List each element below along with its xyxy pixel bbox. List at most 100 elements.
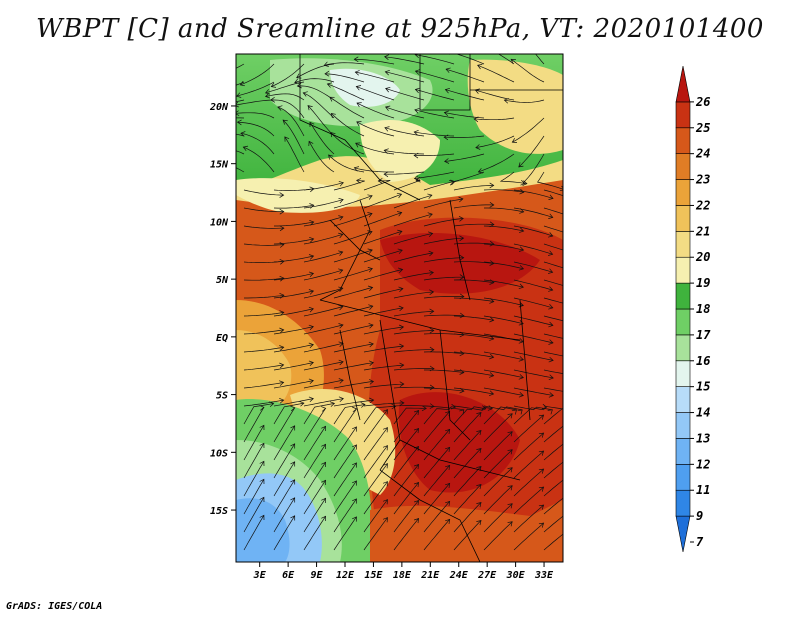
streamline [236, 112, 275, 119]
streamline [236, 150, 245, 155]
streamline [453, 484, 482, 515]
streamline [483, 387, 524, 396]
streamline [333, 195, 373, 209]
streamline-arrow [236, 101, 239, 108]
streamline-arrow [338, 181, 344, 187]
streamline [512, 117, 545, 143]
streamline-arrow [367, 212, 373, 218]
colorbar-swatch [675, 179, 691, 206]
streamline [303, 233, 343, 245]
streamline [483, 225, 524, 232]
streamline-arrow [427, 231, 434, 237]
streamline-arrow [518, 227, 525, 233]
streamline [277, 106, 305, 137]
streamline-arrow [445, 482, 451, 489]
streamline-arrow [338, 396, 344, 402]
colorbar-label: 17 [696, 328, 711, 342]
streamline-arrow [518, 320, 524, 326]
streamline-arrow [367, 230, 373, 236]
streamline [543, 425, 563, 443]
country-border [299, 54, 421, 201]
streamline [303, 92, 335, 119]
streamline [543, 369, 563, 374]
country-border [339, 329, 361, 421]
lat-label: 5S [216, 391, 228, 402]
streamline [385, 106, 425, 119]
streamline [273, 308, 314, 317]
streamline [414, 109, 455, 119]
streamline [355, 71, 395, 83]
streamline-arrow [321, 515, 326, 522]
streamline [356, 86, 395, 101]
streamline-arrow [290, 443, 296, 449]
country-border [379, 469, 481, 562]
colorbar-swatch [675, 153, 691, 180]
streamline [243, 346, 284, 353]
streamline [274, 221, 314, 227]
colorbar-swatch-high [675, 65, 691, 103]
streamline [236, 81, 245, 86]
streamline [393, 428, 419, 461]
streamline [483, 449, 513, 479]
streamline [393, 310, 434, 317]
country-border [399, 439, 521, 481]
streamline-arrow [290, 425, 296, 431]
streamline-arrow [458, 196, 464, 203]
streamline-arrow [338, 232, 344, 239]
streamline [415, 70, 455, 83]
streamline [453, 279, 494, 284]
streamline [363, 269, 403, 281]
streamline-arrow [511, 138, 518, 143]
streamline-arrow [367, 248, 373, 254]
streamline-arrow [522, 180, 528, 186]
streamline [513, 315, 553, 326]
streamline [243, 225, 284, 229]
streamline [236, 99, 275, 106]
streamline-arrow [308, 271, 315, 278]
streamline [363, 307, 404, 317]
streamline [513, 405, 553, 411]
streamline-arrow [396, 192, 403, 199]
lon-label: 6E [282, 570, 295, 581]
grads-credit: GrADS: IGES/COLA [6, 601, 103, 612]
streamline-arrow [321, 479, 326, 486]
streamline-arrow [369, 397, 375, 404]
colorbar-swatch [675, 282, 691, 310]
streamline [303, 426, 326, 461]
lat-label: EQ [216, 333, 228, 344]
streamline-arrow [579, 339, 583, 344]
lon-label: 33E [534, 570, 554, 581]
streamline-arrow [476, 520, 482, 526]
streamline [423, 465, 450, 497]
field-west-yellow [236, 330, 292, 412]
streamline-arrow [259, 405, 265, 411]
country-border [319, 199, 371, 301]
streamline-arrow [383, 148, 389, 154]
streamline-arrow [577, 199, 582, 204]
streamline-arrow [538, 450, 545, 456]
colorbar-label: 20 [695, 250, 710, 264]
streamline [423, 351, 464, 355]
streamline-arrow [489, 353, 495, 360]
streamline [328, 154, 365, 173]
lon-label: 18E [393, 570, 412, 581]
streamline-arrow [269, 401, 275, 407]
streamline [243, 407, 265, 443]
streamline-arrow [489, 298, 495, 304]
country-border [449, 199, 471, 301]
colorbar-label: 25 [695, 121, 710, 135]
streamline-arrow [355, 85, 362, 91]
streamline-arrow [308, 396, 314, 403]
streamline-arrow [309, 203, 315, 209]
streamline [513, 414, 544, 443]
streamline-arrow [476, 412, 482, 418]
streamline-arrow [398, 305, 404, 312]
streamline [513, 406, 547, 425]
streamline [303, 408, 326, 443]
streamline [453, 405, 493, 411]
streamline-arrow [352, 444, 357, 450]
streamline [453, 242, 494, 245]
streamline [513, 279, 553, 291]
streamline-arrow [518, 246, 525, 252]
streamline [415, 89, 455, 101]
